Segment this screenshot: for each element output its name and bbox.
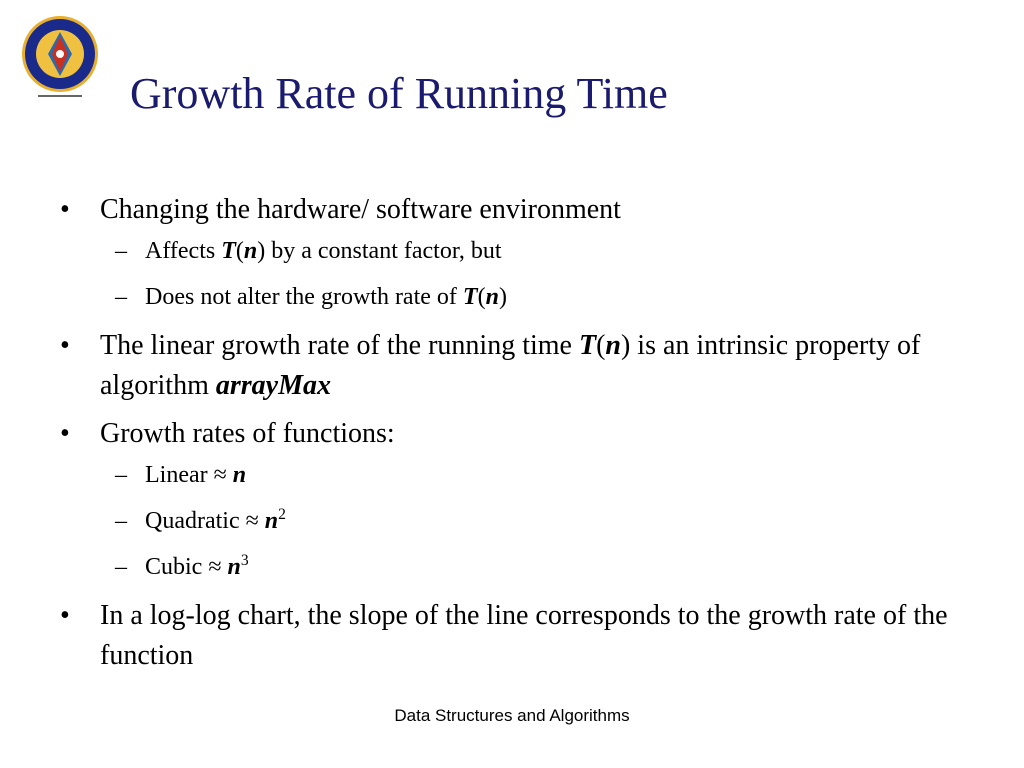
bullet-log-log: • In a log-log chart, the slope of the l… <box>60 596 960 676</box>
bullet-group-4: • In a log-log chart, the slope of the l… <box>60 596 960 676</box>
bullet-group-3: • Growth rates of functions: – Linear ≈ … <box>60 414 960 584</box>
slide-footer: Data Structures and Algorithms <box>394 706 630 725</box>
sub-bullet-quadratic: – Quadratic ≈ n2 <box>60 504 960 538</box>
bullet-linear-growth: • The linear growth rate of the running … <box>60 326 960 406</box>
dash-marker: – <box>115 554 127 580</box>
bullet-growth-rates: • Growth rates of functions: <box>60 414 960 454</box>
dash-marker: – <box>115 284 127 310</box>
sub-bullet-linear: – Linear ≈ n <box>60 458 960 492</box>
bullet-marker: • <box>60 418 70 449</box>
dash-marker: – <box>115 462 127 488</box>
sub-bullet-does-not-alter: – Does not alter the growth rate of T(n) <box>60 280 960 314</box>
institute-logo <box>22 16 98 100</box>
bullet-marker: • <box>60 600 70 631</box>
bullet-hardware: • Changing the hardware/ software enviro… <box>60 190 960 230</box>
bullet-marker: • <box>60 330 70 361</box>
dash-marker: – <box>115 238 127 264</box>
slide-title: Growth Rate of Running Time <box>130 69 668 118</box>
bullet-group-1: • Changing the hardware/ software enviro… <box>60 190 960 314</box>
sub-bullet-affects: – Affects T(n) by a constant factor, but <box>60 234 960 268</box>
sub-bullet-cubic: – Cubic ≈ n3 <box>60 550 960 584</box>
bullet-marker: • <box>60 194 70 225</box>
dash-marker: – <box>115 508 127 534</box>
logo-gear-icon <box>22 16 98 92</box>
bullet-group-2: • The linear growth rate of the running … <box>60 326 960 406</box>
slide-content: • Changing the hardware/ software enviro… <box>60 190 960 684</box>
